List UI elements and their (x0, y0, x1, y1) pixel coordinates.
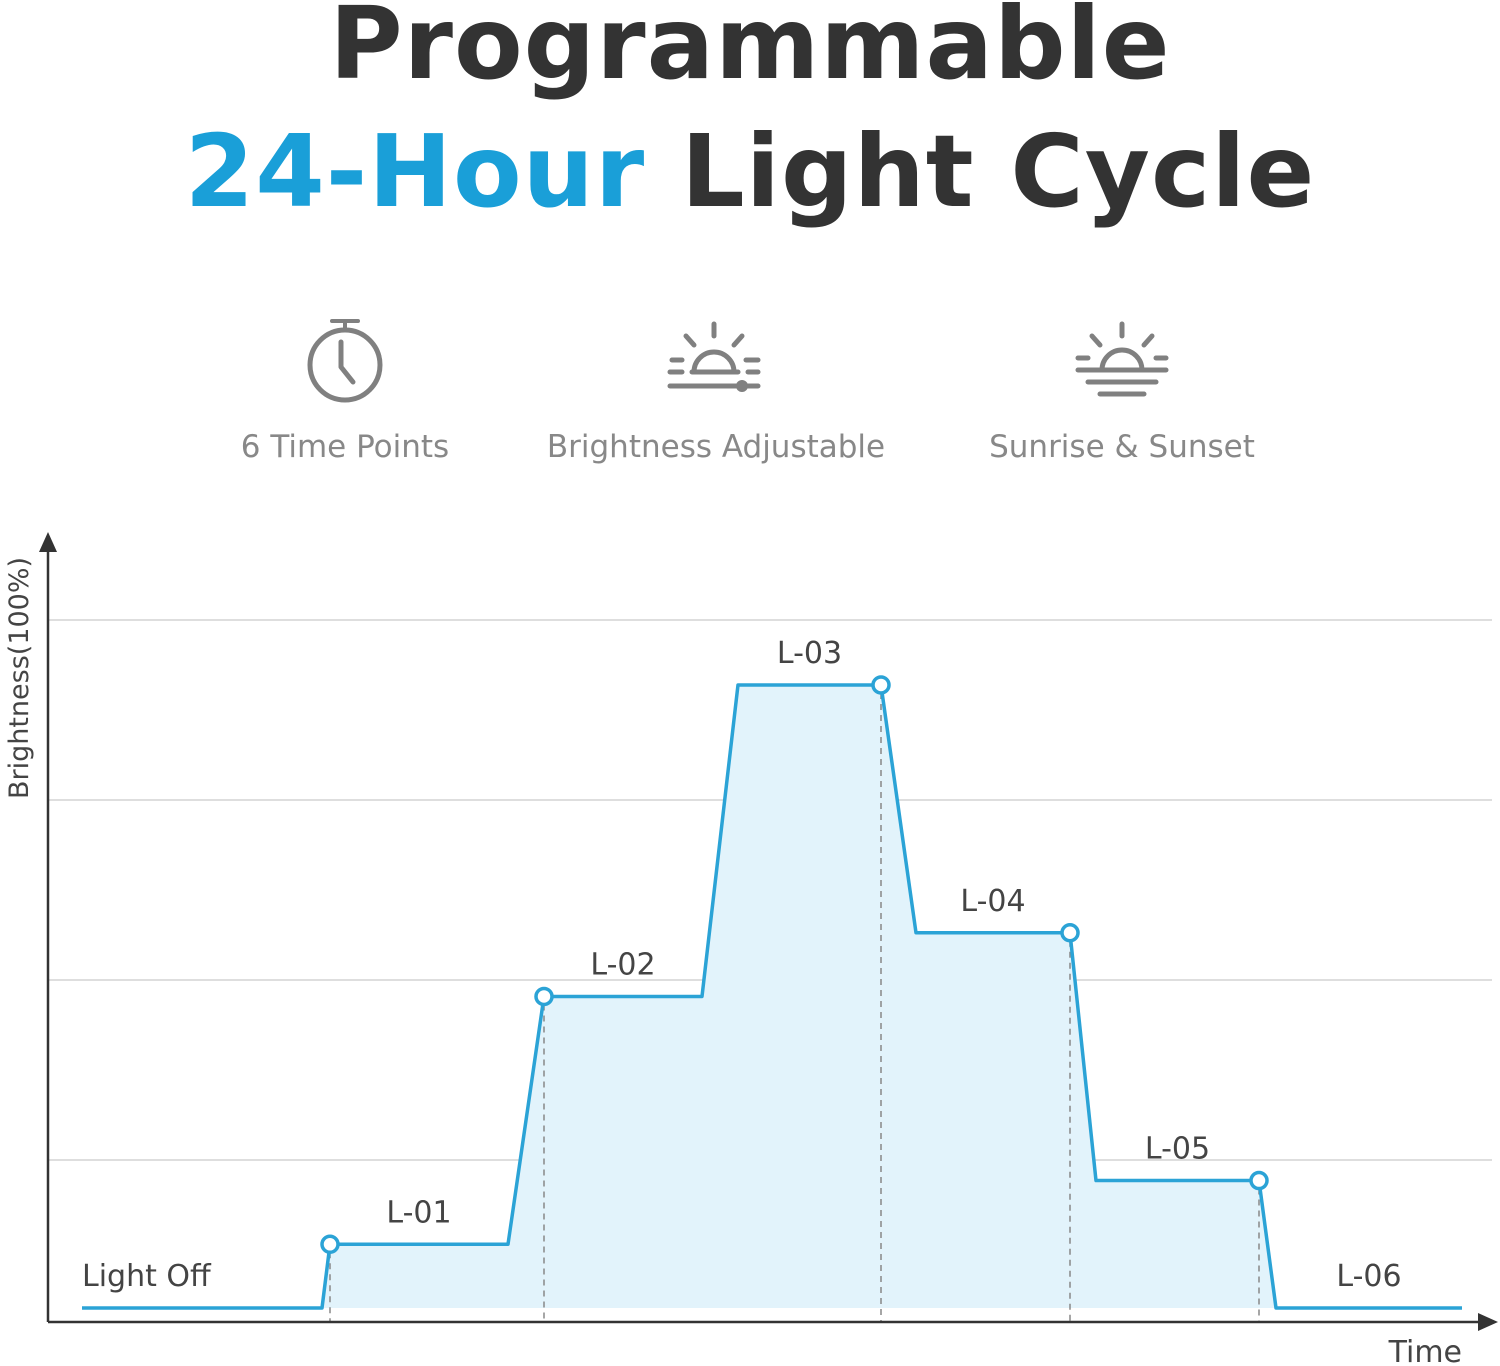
time-point-markers (320, 675, 1269, 1255)
brightness-line (82, 683, 1462, 1310)
level-label: Light Off (82, 1259, 212, 1294)
light-cycle-chart: Light Off L-01 L-02 L-03 L-04 L-05 L-06 Time B… (4, 532, 1498, 1366)
level-label: L-06 (1336, 1259, 1401, 1294)
x-axis-arrow (1478, 1313, 1498, 1331)
level-labels: Light Off L-01 L-02 L-03 L-04 L-05 L-06 (82, 636, 1402, 1294)
title-line-1: Programmable (329, 0, 1171, 102)
x-axis-label: Time (1388, 1335, 1462, 1366)
feature-label: Brightness Adjustable (546, 429, 886, 465)
time-point-marker (871, 675, 891, 695)
feature-brightness: Brightness Adjustable (516, 312, 916, 465)
level-label: L-02 (590, 947, 655, 982)
level-label: L-01 (386, 1195, 451, 1230)
sun-brightness-icon (667, 321, 761, 392)
stopwatch-icon (307, 319, 383, 403)
time-point-marker (534, 986, 554, 1007)
time-point-marker (1249, 1170, 1269, 1191)
feature-label: 6 Time Points (240, 429, 450, 465)
y-axis-arrow (39, 532, 57, 552)
brightness-area (82, 684, 1462, 1308)
time-point-marker (320, 1234, 340, 1255)
y-axis-label: Brightness(100%) (4, 557, 35, 799)
title-line-2: 24-Hour Light Cycle (0, 122, 1500, 222)
level-label: L-03 (777, 636, 842, 671)
time-point-marker (1060, 923, 1080, 943)
level-label: L-05 (1145, 1132, 1210, 1167)
feature-sunrise-sunset: Sunrise & Sunset (922, 312, 1322, 465)
sunrise-sunset-icon (1075, 321, 1169, 397)
drop-lines (329, 692, 1260, 1322)
level-label: L-04 (960, 884, 1025, 919)
title-rest: Light Cycle (681, 113, 1316, 230)
feature-label: Sunrise & Sunset (989, 429, 1255, 465)
title-accent: 24-Hour (184, 113, 646, 230)
feature-time-points: 6 Time Points (145, 312, 545, 465)
